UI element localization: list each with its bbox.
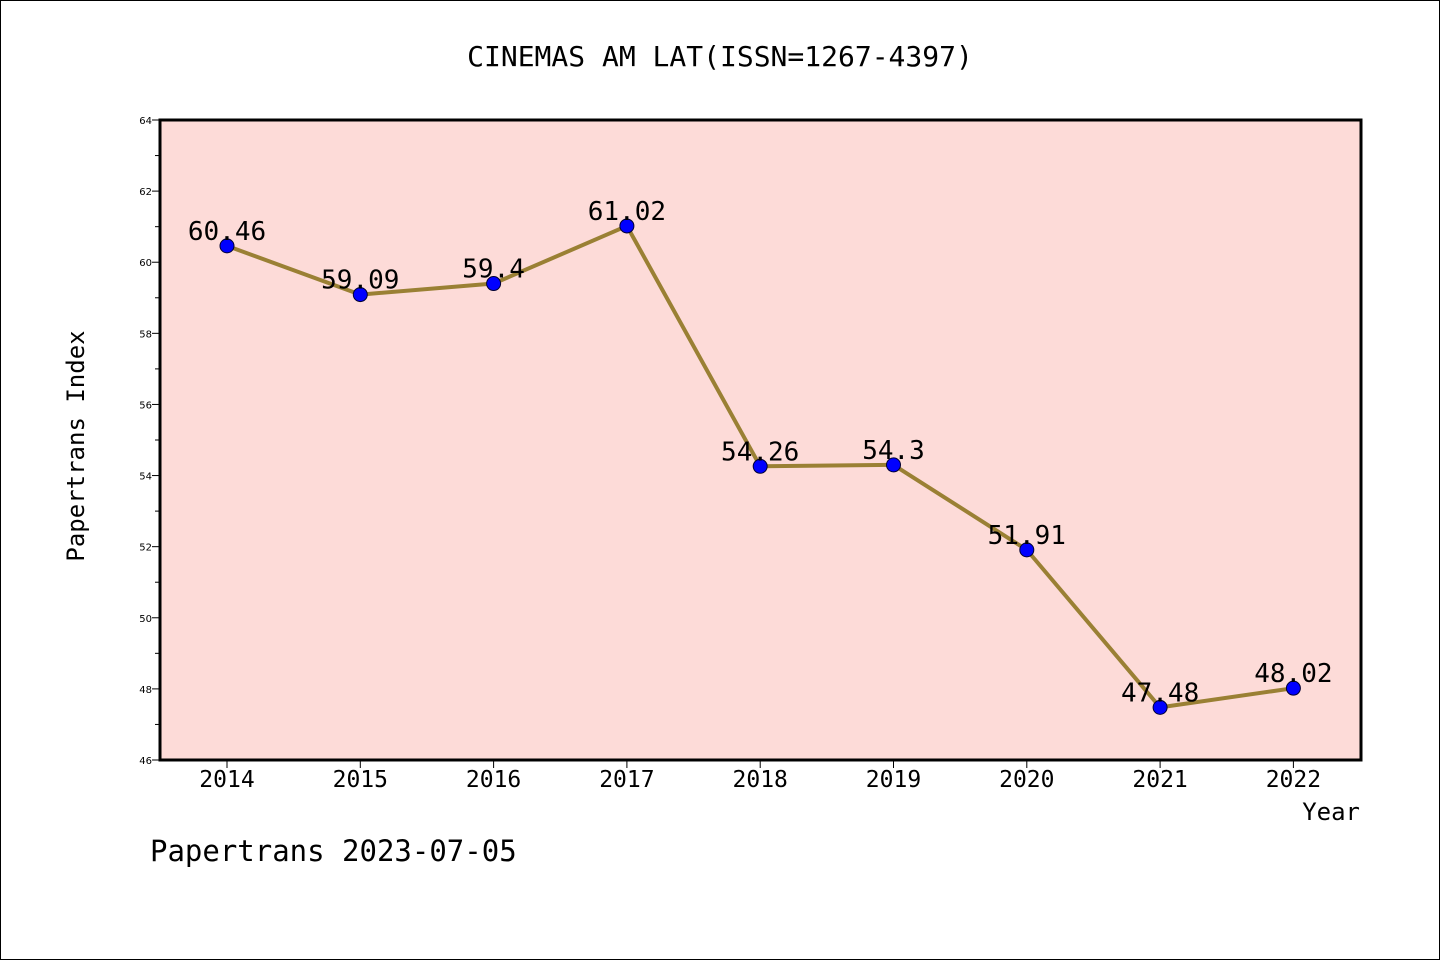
- data-label: 47.48: [1121, 678, 1199, 708]
- data-point: [886, 457, 901, 473]
- data-label: 48.02: [1254, 659, 1332, 689]
- x-tick-label: 2022: [1266, 767, 1321, 793]
- y-tick-label: 48: [139, 685, 152, 696]
- y-tick-label: 62: [139, 187, 152, 198]
- y-axis: 46 48 50 52 54 56 58 60 62 64: [139, 116, 160, 767]
- data-point: [219, 238, 235, 254]
- data-label: 51.91: [988, 521, 1066, 551]
- x-tick-label: 2015: [333, 767, 388, 793]
- data-point: [1019, 542, 1035, 558]
- y-axis-label: Papertrans Index: [62, 330, 90, 561]
- data-label: 54.26: [721, 437, 799, 467]
- data-labels: 60.46 59.09 59.4 61.02 54.26 54.3 51.91 47.48 48…: [188, 197, 1333, 708]
- plot-border: [158, 118, 1363, 762]
- data-point: [1152, 699, 1168, 715]
- data-point: [1285, 680, 1301, 696]
- y-tick-label: 64: [139, 116, 152, 127]
- x-tick-label: 2016: [466, 767, 521, 793]
- data-point: [752, 458, 768, 474]
- y-tick-label: 50: [139, 614, 152, 625]
- y-tick-label: 54: [139, 472, 152, 483]
- data-point: [486, 276, 502, 292]
- x-tick-label: 2020: [999, 767, 1054, 793]
- y-tick-label: 58: [139, 329, 152, 340]
- data-point: [352, 287, 368, 303]
- chart-title: CINEMAS AM LAT(ISSN=1267-4397): [467, 40, 973, 73]
- y-tick-label: 56: [139, 400, 152, 411]
- x-tick-label: 2014: [199, 767, 254, 793]
- footer-text: Papertrans 2023-07-05: [150, 834, 517, 868]
- data-label: 54.3: [862, 436, 925, 466]
- data-label: 60.46: [188, 217, 266, 247]
- data-label: 61.02: [588, 197, 666, 227]
- y-tick-label: 52: [139, 543, 152, 554]
- data-points: [219, 218, 1301, 715]
- data-label: 59.09: [321, 266, 399, 296]
- y-tick-label: 60: [139, 258, 152, 269]
- plot-area: [160, 120, 1361, 760]
- y-tick-label: 46: [139, 756, 152, 767]
- x-axis-label: Year: [1302, 798, 1360, 826]
- x-axis: 2014 2015 2016 2017 2018 2019 2020 2021 2022: [199, 760, 1321, 793]
- data-label: 59.4: [462, 255, 525, 285]
- x-tick-label: 2017: [599, 767, 654, 793]
- x-tick-label: 2018: [733, 767, 788, 793]
- x-tick-label: 2019: [866, 767, 921, 793]
- x-tick-label: 2021: [1132, 767, 1187, 793]
- data-point: [619, 218, 635, 234]
